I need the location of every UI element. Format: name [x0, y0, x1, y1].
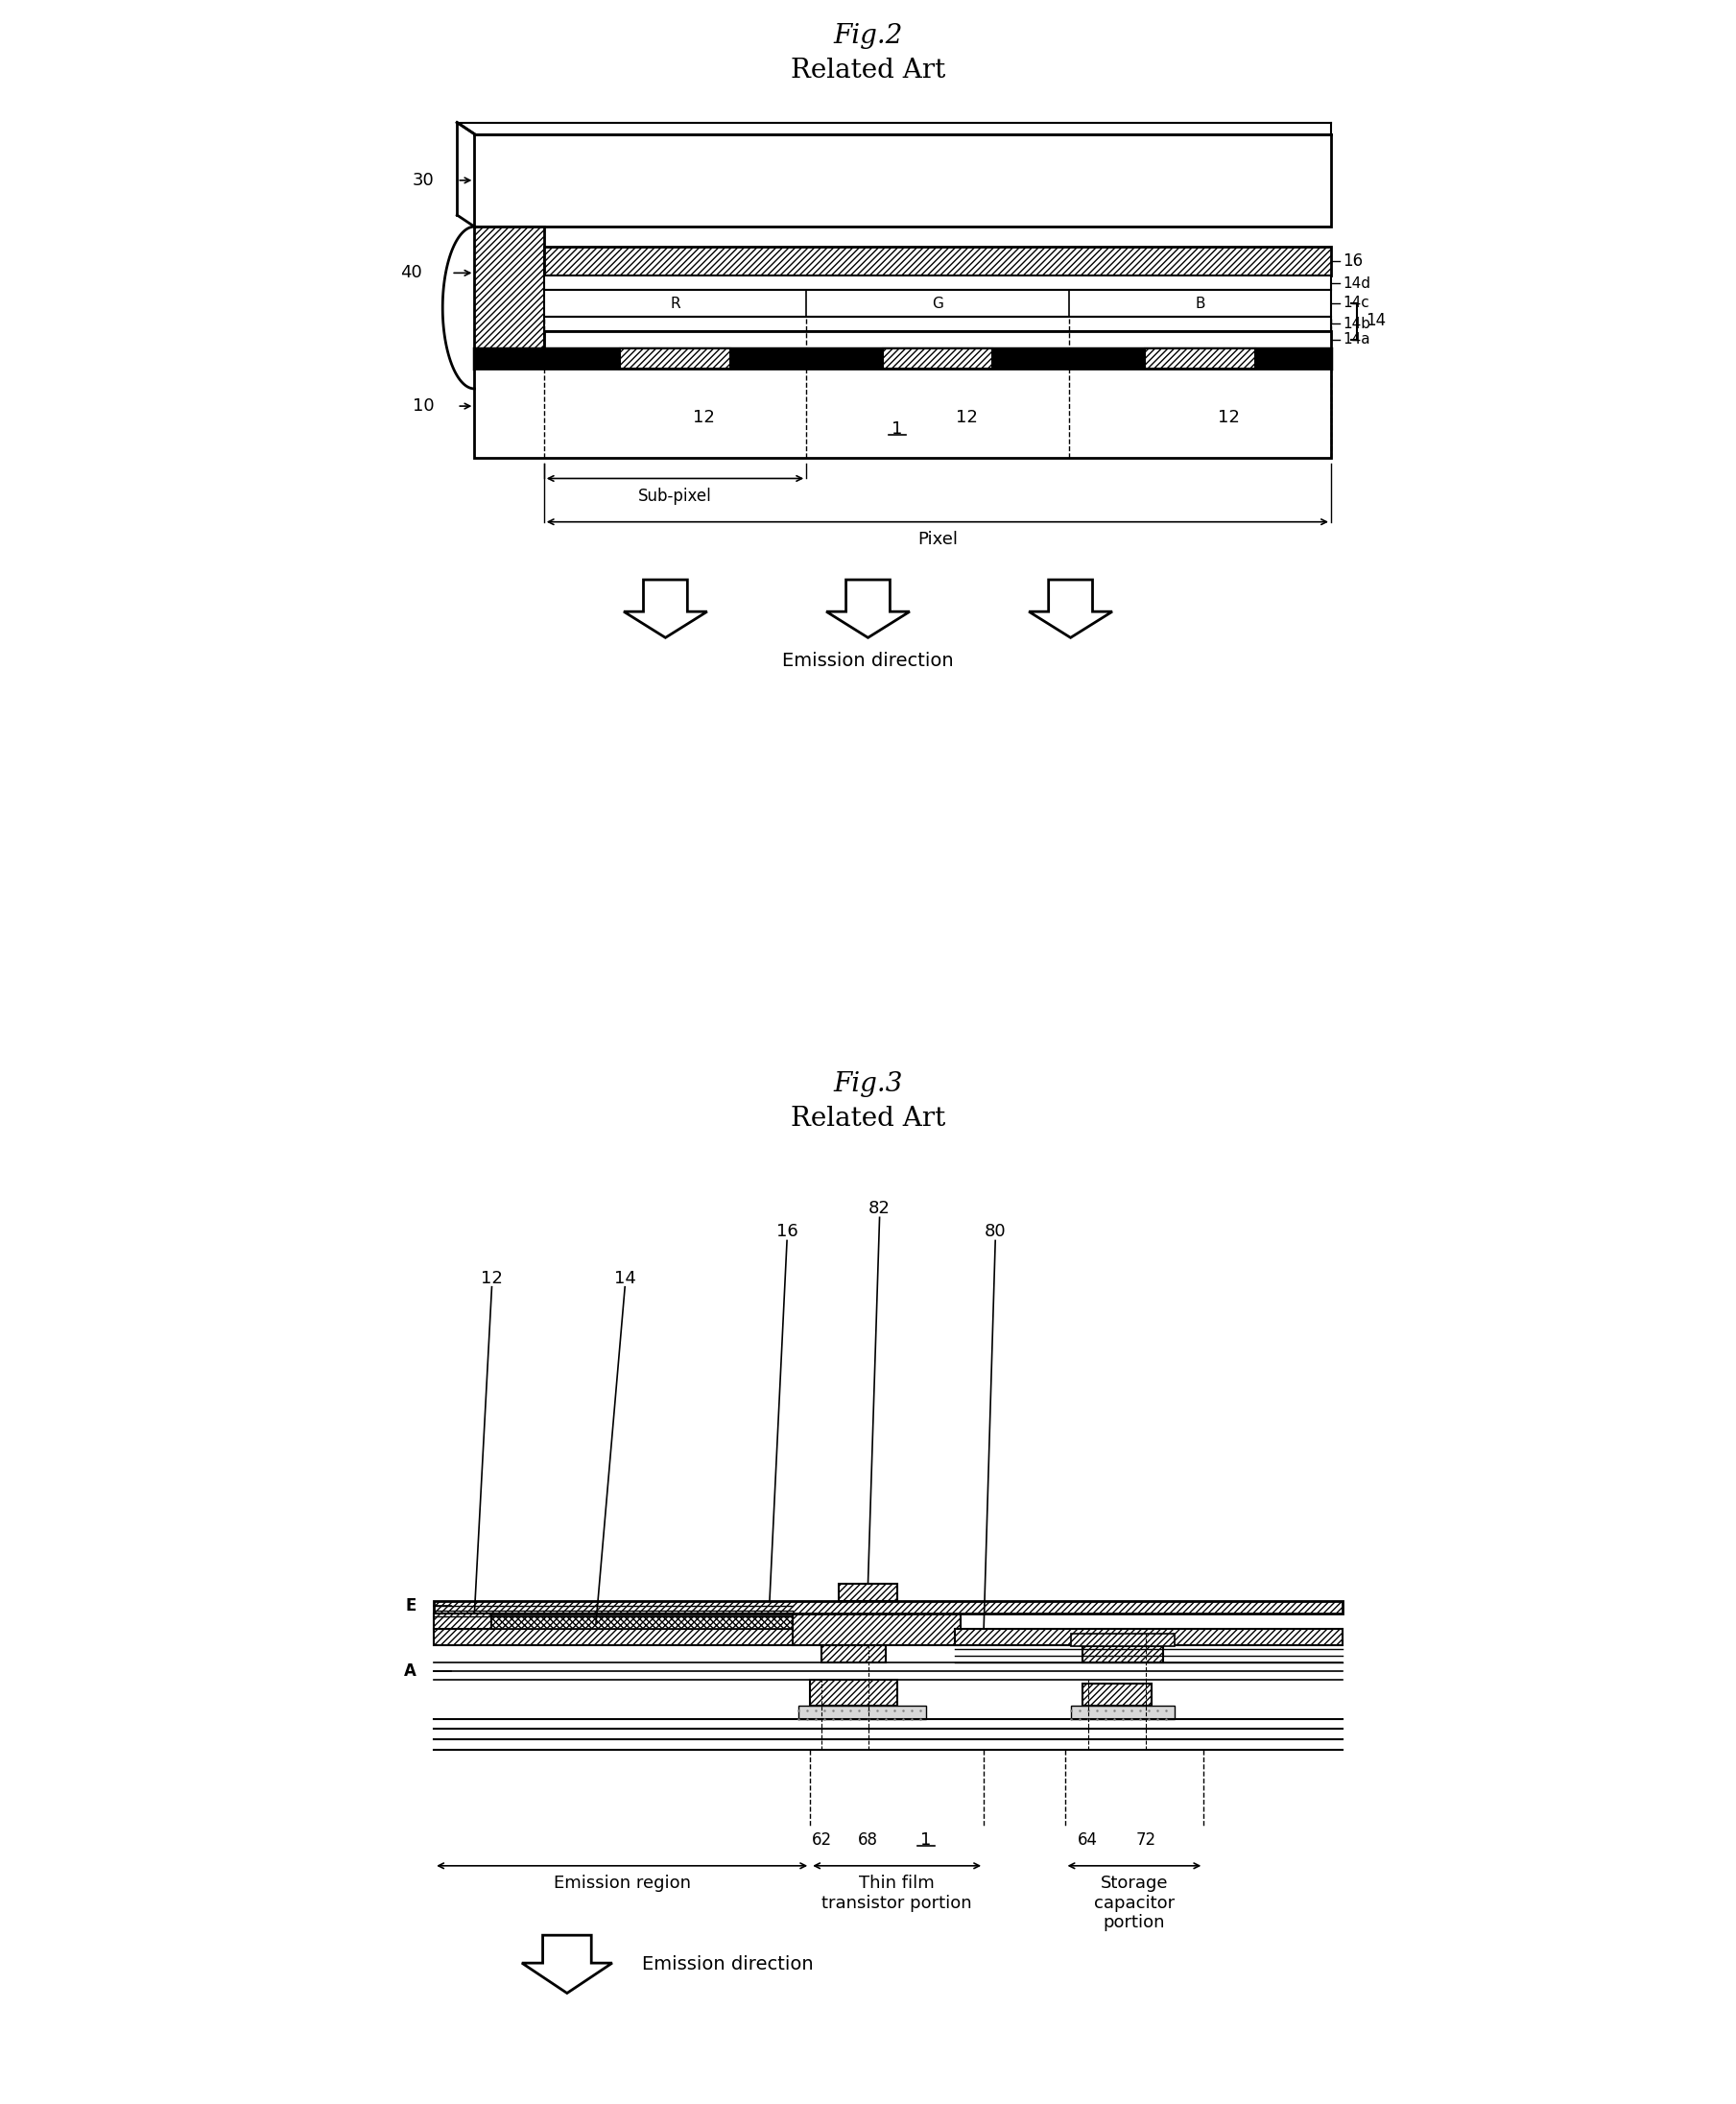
Text: 64: 64	[1078, 1830, 1097, 1847]
Text: 30: 30	[411, 173, 434, 189]
Text: Fig.3: Fig.3	[833, 1071, 903, 1096]
Text: Fig.2: Fig.2	[833, 23, 903, 48]
Bar	[1144, 347, 1255, 368]
Text: 12: 12	[481, 1269, 503, 1288]
Text: 14: 14	[1366, 311, 1385, 330]
Bar	[474, 227, 543, 366]
Bar	[821, 1645, 885, 1662]
Bar	[434, 1614, 491, 1628]
Text: 10: 10	[411, 398, 434, 414]
Bar	[543, 290, 1332, 316]
Polygon shape	[523, 1936, 613, 1992]
Text: Emission direction: Emission direction	[642, 1955, 814, 1974]
Text: 12: 12	[693, 408, 715, 427]
Text: 14: 14	[615, 1269, 635, 1288]
Text: Emission direction: Emission direction	[783, 652, 953, 669]
Text: 62: 62	[811, 1830, 832, 1847]
Bar	[474, 135, 1332, 227]
Text: B: B	[1194, 297, 1205, 311]
Bar	[1071, 1706, 1175, 1719]
Text: E: E	[406, 1597, 417, 1614]
Bar	[543, 276, 1332, 290]
Text: T: T	[1134, 349, 1142, 362]
Bar	[799, 1706, 925, 1719]
Text: Sub-pixel: Sub-pixel	[639, 488, 712, 505]
Text: 12: 12	[955, 408, 977, 427]
Text: 1: 1	[892, 421, 903, 438]
Text: T: T	[871, 349, 880, 362]
Text: G: G	[932, 297, 943, 311]
Polygon shape	[623, 581, 707, 638]
Bar	[543, 246, 1332, 276]
Text: 40: 40	[401, 265, 422, 282]
Text: 12: 12	[1217, 408, 1240, 427]
Text: A: A	[404, 1662, 417, 1679]
Bar	[543, 330, 1332, 347]
Bar	[955, 1628, 1342, 1645]
Text: Storage
capacitor
portion: Storage capacitor portion	[1094, 1875, 1175, 1931]
Bar	[474, 368, 1332, 459]
Text: Pixel: Pixel	[917, 530, 958, 547]
Text: 16: 16	[1342, 252, 1363, 269]
Bar	[793, 1614, 960, 1645]
Bar	[811, 1679, 898, 1706]
Text: Related Art: Related Art	[790, 57, 946, 84]
Text: 14a: 14a	[1342, 332, 1370, 347]
Text: 68: 68	[858, 1830, 878, 1847]
Text: T: T	[609, 349, 618, 362]
Bar	[882, 347, 993, 368]
Bar	[434, 1628, 804, 1645]
Bar	[1071, 1633, 1175, 1645]
Bar	[434, 1616, 793, 1628]
Text: Thin film
transistor portion: Thin film transistor portion	[821, 1875, 972, 1913]
Bar	[1082, 1683, 1151, 1706]
Text: 16: 16	[776, 1222, 799, 1241]
Bar	[838, 1584, 898, 1601]
Text: R: R	[670, 297, 681, 311]
Bar	[1082, 1645, 1163, 1662]
Text: 80: 80	[984, 1222, 1007, 1241]
Bar	[543, 316, 1332, 330]
Polygon shape	[826, 581, 910, 638]
Bar	[474, 347, 1332, 368]
Text: 72: 72	[1135, 1830, 1156, 1847]
Bar	[620, 347, 731, 368]
Text: 14c: 14c	[1342, 297, 1370, 309]
Text: 82: 82	[868, 1199, 891, 1218]
Polygon shape	[1029, 581, 1113, 638]
Text: 1: 1	[920, 1830, 930, 1847]
Text: 14d: 14d	[1342, 276, 1370, 290]
Text: Related Art: Related Art	[790, 1107, 946, 1132]
Text: 14b: 14b	[1342, 318, 1370, 330]
Text: Emission region: Emission region	[554, 1875, 691, 1891]
Bar	[434, 1601, 1342, 1614]
